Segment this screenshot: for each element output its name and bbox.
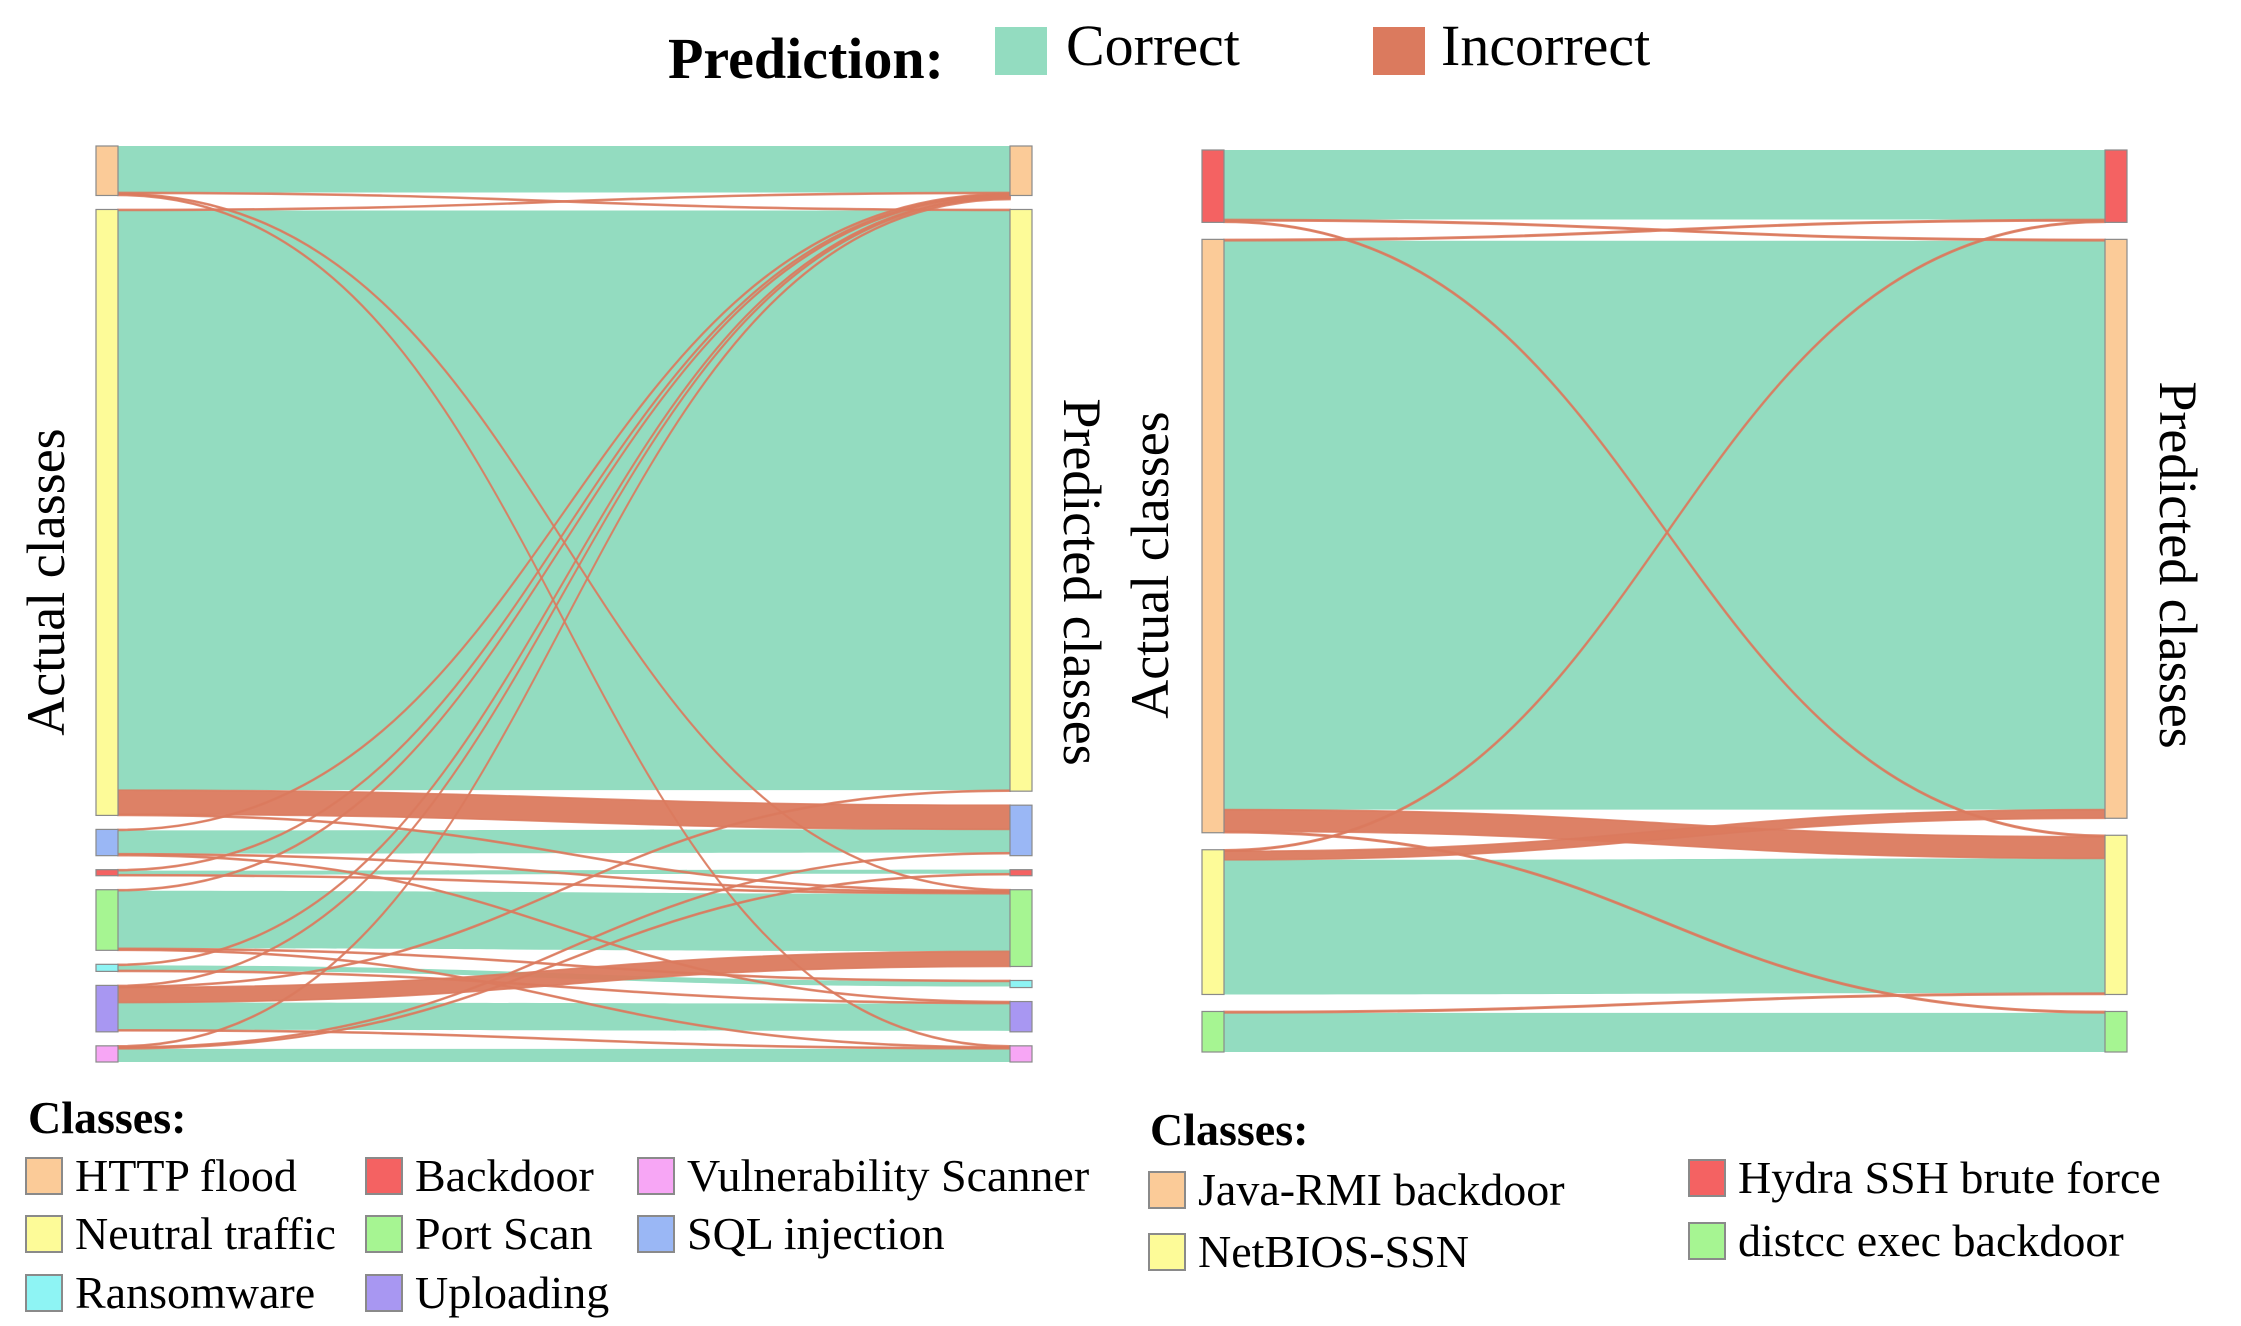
predicted-node-backdoor bbox=[1009, 869, 1033, 877]
prediction-header: Prediction: Correct Incorrect bbox=[668, 13, 1650, 91]
correct-flow-hydra-ssh-brute-force-to-hydra-ssh-brute-force bbox=[1224, 150, 2105, 220]
right-actual-axis-label: Actual classes bbox=[1120, 411, 1180, 718]
actual-node-uploading bbox=[95, 984, 119, 1033]
predicted-node-hydra-ssh-brute-force bbox=[2104, 149, 2128, 223]
nodes-right bbox=[1201, 149, 2128, 1053]
incorrect-label: Incorrect bbox=[1441, 13, 1650, 78]
predicted-node-distcc-exec-backdoor bbox=[2104, 1010, 2128, 1053]
actual-node-distcc-exec-backdoor bbox=[1201, 1010, 1225, 1053]
flows-right bbox=[1223, 150, 2106, 1052]
predicted-node-http-flood bbox=[1009, 145, 1033, 197]
correct-flow-http-flood-to-http-flood bbox=[118, 146, 1010, 193]
prediction-title: Prediction: bbox=[668, 26, 944, 91]
actual-node-sql-injection bbox=[95, 828, 119, 857]
predicted-node-uploading bbox=[1009, 1000, 1033, 1033]
left-actual-axis-label: Actual classes bbox=[16, 428, 76, 735]
correct-flow-neutral-traffic-to-neutral-traffic bbox=[118, 210, 1010, 791]
correct-flow-vulnerability-scanner-to-vulnerability-scanner bbox=[118, 1048, 1010, 1062]
correct-flow-java-rmi-backdoor-to-java-rmi-backdoor bbox=[1224, 240, 2105, 810]
correct-flow-netbios-ssn-to-netbios-ssn bbox=[1224, 858, 2105, 995]
actual-node-netbios-ssn bbox=[1201, 849, 1225, 996]
correct-swatch bbox=[995, 27, 1047, 75]
correct-flow-uploading-to-uploading bbox=[118, 1002, 1010, 1031]
predicted-node-ransomware bbox=[1009, 979, 1033, 989]
actual-node-ransomware bbox=[95, 963, 119, 972]
correct-flow-sql-injection-to-sql-injection bbox=[118, 829, 1010, 854]
predicted-node-neutral-traffic bbox=[1009, 208, 1033, 792]
sankey-right: Actual classes Predicted classes bbox=[1120, 149, 2208, 1053]
incorrect-flow-neutral-traffic-to-http-flood bbox=[117, 191, 1011, 212]
actual-node-http-flood bbox=[95, 145, 119, 197]
predicted-node-java-rmi-backdoor bbox=[2104, 238, 2128, 819]
predicted-node-netbios-ssn bbox=[2104, 834, 2128, 996]
correct-flow-distcc-exec-backdoor-to-distcc-exec-backdoor bbox=[1224, 1012, 2105, 1052]
correct-label: Correct bbox=[1066, 13, 1240, 78]
actual-node-backdoor bbox=[95, 869, 119, 877]
flows-left bbox=[117, 146, 1011, 1062]
predicted-node-sql-injection bbox=[1009, 804, 1033, 857]
incorrect-flow-java-rmi-backdoor-to-hydra-ssh-brute-force bbox=[1223, 218, 2106, 242]
predicted-node-port-scan bbox=[1009, 889, 1033, 968]
actual-node-vulnerability-scanner bbox=[95, 1045, 119, 1063]
predicted-node-vulnerability-scanner bbox=[1009, 1045, 1033, 1063]
actual-node-java-rmi-backdoor bbox=[1201, 238, 1225, 834]
actual-node-port-scan bbox=[95, 889, 119, 951]
correct-flow-port-scan-to-port-scan bbox=[118, 890, 1010, 952]
right-predicted-axis-label: Predicted classes bbox=[2148, 381, 2208, 748]
actual-node-neutral-traffic bbox=[95, 208, 119, 817]
incorrect-swatch bbox=[1373, 27, 1425, 75]
nodes-left bbox=[95, 145, 1033, 1063]
incorrect-flow-distcc-exec-backdoor-to-netbios-ssn bbox=[1223, 992, 2106, 1014]
actual-node-hydra-ssh-brute-force bbox=[1201, 149, 1225, 223]
left-predicted-axis-label: Predicted classes bbox=[1052, 398, 1112, 765]
incorrect-flow-neutral-traffic-to-sql-injection bbox=[117, 789, 1011, 831]
incorrect-flow-vulnerability-scanner-to-http-flood bbox=[117, 197, 1011, 1048]
sankey-left: Actual classes Predicted classes bbox=[16, 145, 1112, 1063]
